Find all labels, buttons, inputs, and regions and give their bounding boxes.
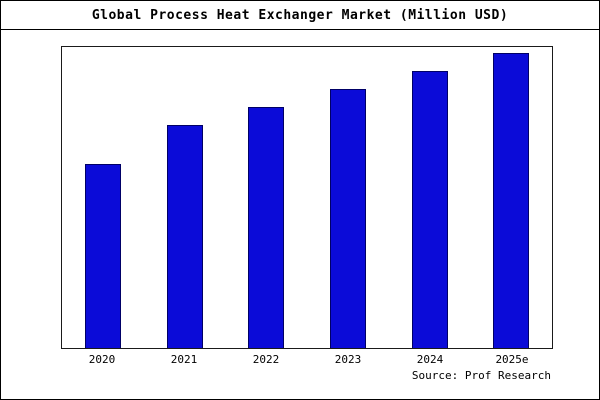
source-text: Source: Prof Research <box>411 369 551 382</box>
chart-title: Global Process Heat Exchanger Market (Mi… <box>1 1 599 30</box>
bar <box>84 164 121 348</box>
x-tick-label: 2024 <box>416 353 444 366</box>
bar-slot <box>144 47 226 348</box>
x-axis-ticks: 2020 2021 2022 2023 2024 2025e <box>61 353 553 369</box>
bar <box>493 53 530 348</box>
bar-slot <box>470 47 552 348</box>
bar <box>166 125 203 348</box>
x-tick-label: 2021 <box>170 353 198 366</box>
bar-slot <box>225 47 307 348</box>
plot-area <box>61 46 553 349</box>
bar-slot <box>62 47 144 348</box>
bar-slot <box>389 47 471 348</box>
bar <box>248 107 285 348</box>
x-tick-label: 2022 <box>252 353 280 366</box>
x-tick-label: 2025e <box>495 353 529 366</box>
x-tick-label: 2023 <box>334 353 362 366</box>
bar <box>329 89 366 348</box>
bar <box>411 71 448 348</box>
bar-slot <box>307 47 389 348</box>
x-tick-label: 2020 <box>88 353 116 366</box>
